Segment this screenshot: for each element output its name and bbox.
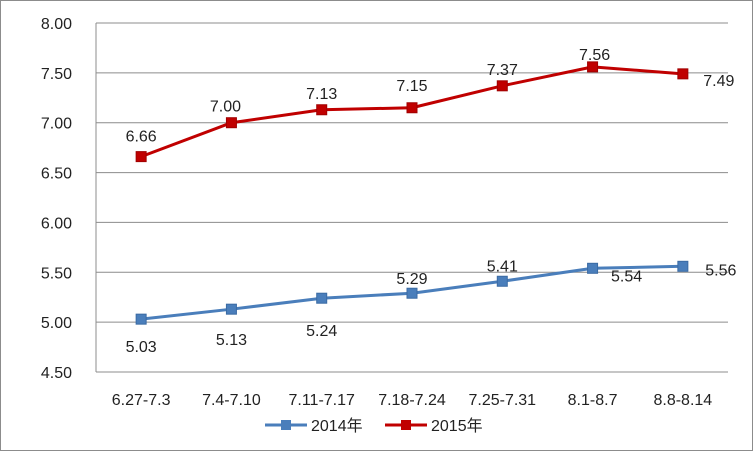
- legend: 2014年 2015年: [265, 417, 483, 435]
- data-point: [677, 260, 689, 272]
- y-axis-ticks: 4.50 5.00 5.50 6.00 6.50 7.00 7.50 8.00: [41, 16, 72, 382]
- y-tick-label: 5.50: [41, 265, 72, 282]
- legend-label: 2014年: [311, 417, 363, 435]
- x-tick-label: 8.8-8.14: [653, 392, 712, 409]
- y-tick-label: 6.00: [41, 215, 72, 232]
- data-label: 7.37: [487, 62, 518, 79]
- legend-label: 2015年: [431, 417, 483, 435]
- data-point: [135, 313, 147, 325]
- gridlines: [95, 22, 728, 373]
- data-label: 5.24: [306, 323, 337, 340]
- x-tick-label: 7.25-7.31: [468, 392, 536, 409]
- y-tick-label: 4.50: [41, 365, 72, 382]
- data-point: [316, 104, 328, 116]
- data-label: 7.15: [396, 78, 427, 95]
- y-tick-label: 7.50: [41, 66, 72, 83]
- data-label: 5.13: [216, 332, 247, 349]
- data-label: 7.13: [306, 86, 337, 103]
- data-point: [677, 68, 689, 80]
- data-point: [406, 287, 418, 299]
- data-point: [225, 303, 237, 315]
- y-tick-label: 5.00: [41, 315, 72, 332]
- data-point: [135, 151, 147, 163]
- data-label: 5.54: [611, 268, 642, 285]
- data-point: [316, 292, 328, 304]
- data-point: [225, 117, 237, 129]
- data-point: [496, 80, 508, 92]
- data-point: [406, 102, 418, 114]
- data-labels: 5.03 5.13 5.24 5.29 5.41 5.54 5.56 6.66 7.00 7.13…: [126, 47, 737, 356]
- x-tick-label: 8.1-8.7: [568, 392, 618, 409]
- data-label: 5.56: [705, 262, 736, 279]
- x-tick-label: 7.4-7.10: [202, 392, 261, 409]
- data-label: 7.49: [703, 73, 734, 90]
- data-label: 6.66: [126, 129, 157, 146]
- data-label: 7.56: [579, 47, 610, 64]
- data-label: 5.41: [487, 258, 518, 275]
- series-lines: [135, 61, 689, 325]
- y-tick-label: 7.00: [41, 116, 72, 133]
- y-tick-label: 8.00: [41, 16, 72, 33]
- legend-marker: [281, 420, 291, 430]
- data-point: [587, 61, 599, 73]
- data-point: [496, 275, 508, 287]
- x-axis-ticks: 6.27-7.3 7.4-7.10 7.11-7.17 7.18-7.24 7.25-7…: [112, 392, 713, 409]
- x-tick-label: 7.11-7.17: [289, 392, 356, 409]
- legend-marker: [401, 420, 411, 430]
- data-label: 5.03: [126, 339, 157, 356]
- data-point: [587, 262, 599, 274]
- x-tick-label: 6.27-7.3: [112, 392, 171, 409]
- data-label: 5.29: [396, 271, 427, 288]
- x-tick-label: 7.18-7.24: [378, 392, 446, 409]
- data-label: 7.00: [210, 99, 241, 116]
- y-tick-label: 6.50: [41, 166, 72, 183]
